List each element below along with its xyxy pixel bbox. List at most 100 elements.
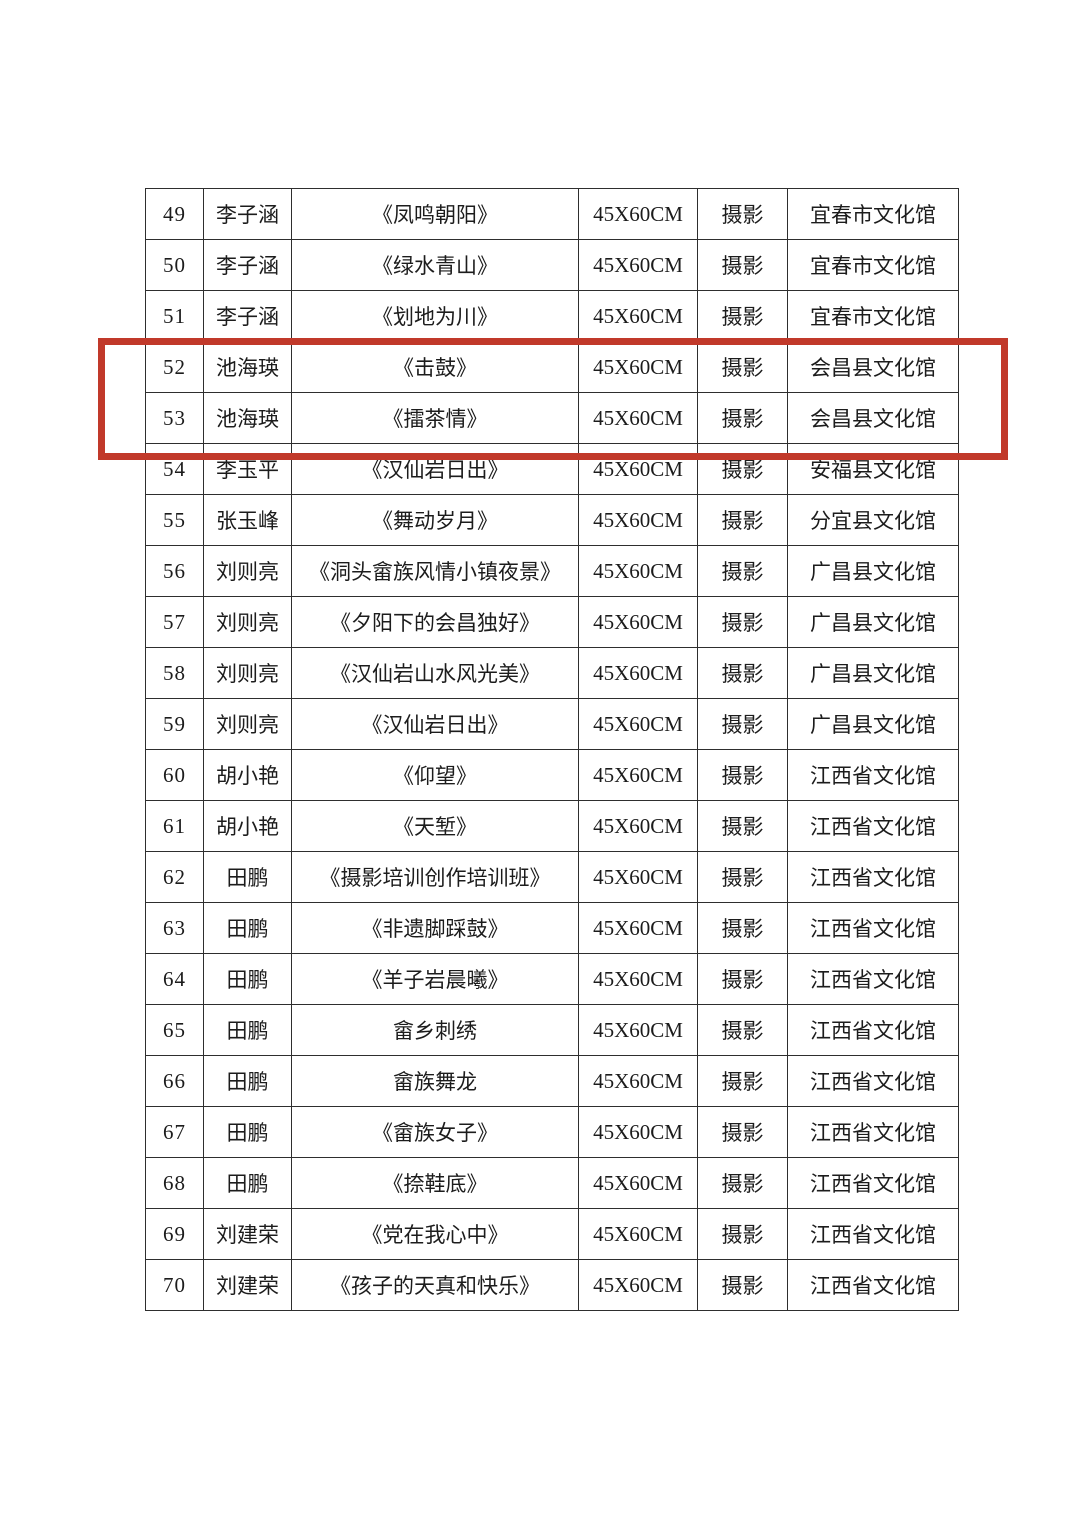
cell-size: 45X60CM (578, 1157, 698, 1209)
cell-title: 《汉仙岩日出》 (291, 443, 579, 495)
cell-author: 池海瑛 (203, 341, 292, 393)
table-row: 49 李子涵 《凤鸣朝阳》 45X60CM 摄影 宜春市文化馆 (145, 188, 959, 240)
cell-author: 刘则亮 (203, 698, 292, 750)
table-row: 52 池海瑛 《击鼓》 45X60CM 摄影 会昌县文化馆 (145, 341, 959, 393)
cell-seq: 70 (145, 1259, 204, 1311)
cell-seq: 52 (145, 341, 204, 393)
cell-title: 《汉仙岩日出》 (291, 698, 579, 750)
cell-title: 《凤鸣朝阳》 (291, 188, 579, 240)
cell-category: 摄影 (697, 494, 788, 546)
cell-org: 宜春市文化馆 (787, 290, 959, 342)
cell-title: 《孩子的天真和快乐》 (291, 1259, 579, 1311)
cell-seq: 67 (145, 1106, 204, 1158)
cell-seq: 50 (145, 239, 204, 291)
cell-author: 李玉平 (203, 443, 292, 495)
cell-size: 45X60CM (578, 290, 698, 342)
cell-size: 45X60CM (578, 188, 698, 240)
cell-org: 广昌县文化馆 (787, 596, 959, 648)
cell-size: 45X60CM (578, 1259, 698, 1311)
cell-category: 摄影 (697, 1157, 788, 1209)
table-row: 54 李玉平 《汉仙岩日出》 45X60CM 摄影 安福县文化馆 (145, 443, 959, 495)
cell-author: 刘则亮 (203, 596, 292, 648)
cell-category: 摄影 (697, 953, 788, 1005)
cell-title: 《擂茶情》 (291, 392, 579, 444)
cell-title: 《摄影培训创作培训班》 (291, 851, 579, 903)
cell-author: 李子涵 (203, 239, 292, 291)
cell-org: 江西省文化馆 (787, 1259, 959, 1311)
cell-org: 分宜县文化馆 (787, 494, 959, 546)
cell-org: 安福县文化馆 (787, 443, 959, 495)
cell-org: 会昌县文化馆 (787, 392, 959, 444)
cell-org: 江西省文化馆 (787, 902, 959, 954)
cell-author: 刘则亮 (203, 647, 292, 699)
cell-title: 《捺鞋底》 (291, 1157, 579, 1209)
cell-org: 江西省文化馆 (787, 749, 959, 801)
cell-author: 田鹏 (203, 1106, 292, 1158)
cell-title: 《划地为川》 (291, 290, 579, 342)
cell-author: 刘建荣 (203, 1208, 292, 1260)
cell-author: 田鹏 (203, 1004, 292, 1056)
cell-seq: 54 (145, 443, 204, 495)
cell-size: 45X60CM (578, 647, 698, 699)
cell-author: 田鹏 (203, 902, 292, 954)
cell-author: 李子涵 (203, 290, 292, 342)
cell-seq: 53 (145, 392, 204, 444)
cell-seq: 56 (145, 545, 204, 597)
cell-size: 45X60CM (578, 851, 698, 903)
cell-title: 《天堑》 (291, 800, 579, 852)
table-row: 58 刘则亮 《汉仙岩山水风光美》 45X60CM 摄影 广昌县文化馆 (145, 647, 959, 699)
cell-seq: 61 (145, 800, 204, 852)
table-row: 60 胡小艳 《仰望》 45X60CM 摄影 江西省文化馆 (145, 749, 959, 801)
cell-org: 宜春市文化馆 (787, 239, 959, 291)
cell-title: 《羊子岩晨曦》 (291, 953, 579, 1005)
cell-author: 胡小艳 (203, 800, 292, 852)
table-row: 64 田鹏 《羊子岩晨曦》 45X60CM 摄影 江西省文化馆 (145, 953, 959, 1005)
cell-org: 江西省文化馆 (787, 1055, 959, 1107)
cell-title: 《党在我心中》 (291, 1208, 579, 1260)
cell-author: 田鹏 (203, 851, 292, 903)
table-row: 50 李子涵 《绿水青山》 45X60CM 摄影 宜春市文化馆 (145, 239, 959, 291)
cell-seq: 60 (145, 749, 204, 801)
cell-org: 江西省文化馆 (787, 1004, 959, 1056)
cell-seq: 63 (145, 902, 204, 954)
cell-org: 江西省文化馆 (787, 1106, 959, 1158)
cell-seq: 66 (145, 1055, 204, 1107)
cell-org: 江西省文化馆 (787, 800, 959, 852)
cell-author: 张玉峰 (203, 494, 292, 546)
cell-author: 刘建荣 (203, 1259, 292, 1311)
table-row: 56 刘则亮 《洞头畲族风情小镇夜景》 45X60CM 摄影 广昌县文化馆 (145, 545, 959, 597)
cell-org: 江西省文化馆 (787, 953, 959, 1005)
cell-category: 摄影 (697, 188, 788, 240)
cell-title: 《舞动岁月》 (291, 494, 579, 546)
cell-org: 江西省文化馆 (787, 1208, 959, 1260)
cell-category: 摄影 (697, 902, 788, 954)
cell-size: 45X60CM (578, 800, 698, 852)
cell-seq: 58 (145, 647, 204, 699)
cell-org: 广昌县文化馆 (787, 545, 959, 597)
cell-title: 《非遗脚踩鼓》 (291, 902, 579, 954)
cell-org: 广昌县文化馆 (787, 698, 959, 750)
cell-org: 宜春市文化馆 (787, 188, 959, 240)
cell-category: 摄影 (697, 1208, 788, 1260)
table-row: 57 刘则亮 《夕阳下的会昌独好》 45X60CM 摄影 广昌县文化馆 (145, 596, 959, 648)
table-row: 61 胡小艳 《天堑》 45X60CM 摄影 江西省文化馆 (145, 800, 959, 852)
table-row: 67 田鹏 《畲族女子》 45X60CM 摄影 江西省文化馆 (145, 1106, 959, 1158)
cell-seq: 49 (145, 188, 204, 240)
cell-org: 江西省文化馆 (787, 1157, 959, 1209)
cell-org: 会昌县文化馆 (787, 341, 959, 393)
works-table: 49 李子涵 《凤鸣朝阳》 45X60CM 摄影 宜春市文化馆 50 李子涵 《绿水青山》 45X… (145, 188, 959, 1311)
cell-size: 45X60CM (578, 1106, 698, 1158)
cell-category: 摄影 (697, 1004, 788, 1056)
cell-category: 摄影 (697, 851, 788, 903)
cell-size: 45X60CM (578, 953, 698, 1005)
cell-category: 摄影 (697, 749, 788, 801)
cell-title: 《洞头畲族风情小镇夜景》 (291, 545, 579, 597)
cell-category: 摄影 (697, 647, 788, 699)
cell-author: 田鹏 (203, 1055, 292, 1107)
cell-title: 《夕阳下的会昌独好》 (291, 596, 579, 648)
cell-category: 摄影 (697, 443, 788, 495)
cell-size: 45X60CM (578, 494, 698, 546)
cell-size: 45X60CM (578, 902, 698, 954)
cell-size: 45X60CM (578, 239, 698, 291)
